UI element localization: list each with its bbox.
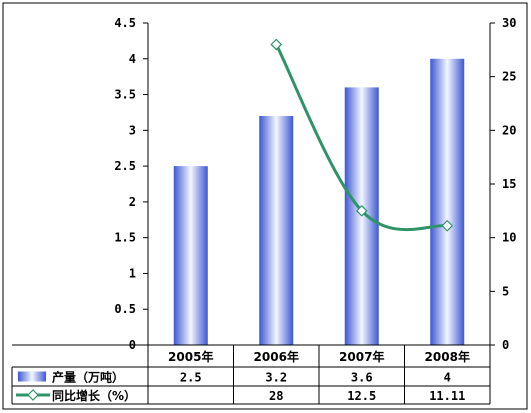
right-tick-label: 0	[502, 338, 509, 352]
growth-value-cell: 11.11	[429, 389, 465, 403]
bar-value-cell: 3.2	[265, 371, 287, 385]
left-tick-label: 3	[129, 123, 136, 137]
bars	[173, 58, 465, 346]
bar	[173, 166, 208, 345]
right-tick-label: 20	[502, 123, 516, 137]
left-tick-label: 0.5	[114, 302, 136, 316]
left-tick-label: 3.5	[114, 88, 136, 102]
growth-point	[355, 204, 368, 217]
legend-bar-swatch	[18, 371, 46, 382]
growth-value-cell: 12.5	[347, 389, 376, 403]
category-label: 2008年	[425, 349, 470, 364]
legend-line-marker	[27, 389, 39, 401]
left-tick-label: 4.5	[114, 16, 136, 30]
bar-value-cell: 2.5	[180, 371, 202, 385]
category-label: 2005年	[168, 349, 213, 364]
right-tick-label: 5	[502, 284, 509, 298]
bar-value-cell: 3.6	[351, 371, 373, 385]
right-tick-label: 10	[502, 231, 516, 245]
growth-point	[270, 38, 283, 51]
growth-line-path	[274, 43, 448, 232]
left-tick-label: 1.5	[114, 231, 136, 245]
right-tick-label: 25	[502, 70, 516, 84]
growth-line	[270, 38, 454, 232]
left-tick-label: 1	[129, 266, 136, 280]
left-tick-label: 2	[129, 195, 136, 209]
left-tick-label: 2.5	[114, 159, 136, 173]
category-label: 2007年	[339, 349, 384, 364]
right-tick-label: 30	[502, 16, 516, 30]
legend-line-label: 同比增长（%）	[52, 388, 136, 403]
bar-value-cell: 4	[444, 371, 451, 385]
bar	[430, 58, 465, 346]
left-tick-label: 4	[129, 52, 136, 66]
growth-value-cell: 28	[269, 389, 283, 403]
growth-point	[441, 219, 454, 232]
bar	[259, 116, 294, 346]
category-label: 2006年	[254, 349, 299, 364]
legend-bar-label: 产量（万吨）	[52, 370, 124, 385]
right-tick-label: 15	[502, 177, 516, 191]
